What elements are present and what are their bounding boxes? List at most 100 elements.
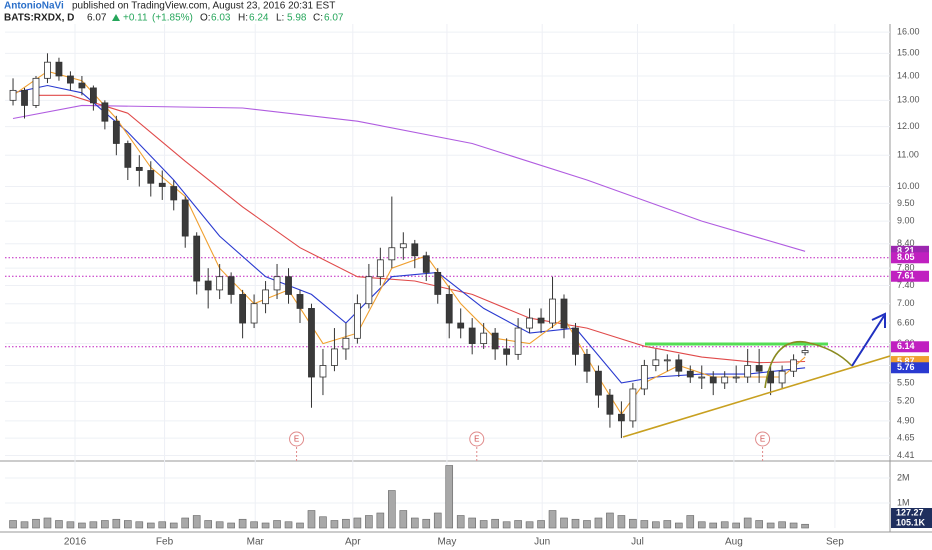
candle-body: [457, 322, 465, 329]
candle: [353, 294, 361, 344]
volume-tick-label: 1M: [897, 497, 910, 507]
candle-body: [353, 303, 361, 339]
candle-body: [250, 303, 258, 324]
candle: [503, 338, 511, 366]
volume-bar: [181, 517, 190, 529]
volume-bar: [537, 520, 545, 529]
x-tick-label: Jul: [631, 537, 644, 548]
candle: [193, 232, 201, 295]
candle: [112, 115, 120, 156]
change: +0.11: [123, 13, 148, 24]
candle-body: [78, 82, 86, 89]
candle-body: [216, 276, 224, 291]
candle-body: [411, 243, 419, 257]
candle: [514, 318, 522, 360]
candle: [158, 170, 166, 200]
candle: [606, 388, 614, 428]
candle-body: [227, 276, 235, 295]
candle: [262, 281, 269, 314]
candle-body: [9, 89, 17, 101]
candle: [480, 323, 488, 349]
volume-bar: [330, 520, 339, 529]
volume-tag: [891, 508, 932, 518]
volume-bar: [433, 512, 442, 529]
candle: [376, 247, 384, 286]
ohlc-value: 6.07: [324, 13, 344, 24]
candle-body: [618, 413, 625, 422]
price-tag: [891, 245, 929, 257]
volume-bar: [365, 515, 373, 529]
candle: [434, 268, 442, 304]
candle: [595, 365, 602, 408]
candle-body: [262, 289, 269, 305]
volume-bar: [32, 518, 40, 529]
volume-bar: [514, 520, 522, 529]
price-tag: [891, 362, 929, 374]
volume-bar: [456, 515, 465, 529]
volume-bar: [468, 517, 476, 529]
candle: [732, 365, 740, 383]
candle-body: [193, 235, 201, 282]
candle-body: [503, 348, 511, 355]
volume-bar: [261, 522, 270, 529]
x-tick-label: 2016: [64, 537, 87, 548]
candle-body: [652, 359, 660, 366]
volume-bar: [273, 520, 281, 529]
candle-body: [89, 87, 97, 104]
candle-body: [709, 376, 717, 384]
candle-body: [273, 276, 281, 291]
ohlc-prefix: C:: [313, 13, 323, 24]
projection-arc: [764, 340, 853, 389]
candle-body: [158, 182, 166, 187]
volume-bar: [778, 521, 786, 529]
candle: [629, 382, 637, 428]
y-tick-label: 5.20: [897, 396, 915, 406]
candle: [170, 180, 178, 211]
y-tick-label: 11.00: [897, 150, 919, 160]
volume-bar: [284, 521, 293, 529]
volume-bar: [732, 522, 740, 529]
volume-bar: [583, 520, 591, 529]
volume-bar: [66, 521, 75, 529]
volume-bar: [548, 510, 557, 529]
candle: [686, 365, 694, 383]
candle: [67, 71, 74, 91]
volume-bar: [525, 521, 534, 529]
y-tick-label: 7.40: [897, 280, 915, 290]
volume-bar: [204, 520, 212, 529]
header: AntonioNaVi published on TradingView.com…: [4, 1, 335, 24]
volume-bar: [801, 523, 809, 529]
price-tag: [891, 341, 929, 353]
candle-body: [537, 317, 545, 324]
volume-bar: [342, 518, 350, 529]
x-tick-label: Apr: [345, 537, 361, 548]
volume-bar: [55, 520, 63, 529]
candle: [778, 365, 786, 389]
author[interactable]: AntonioNaVi: [4, 1, 64, 12]
candle: [583, 348, 591, 383]
candle: [721, 371, 729, 389]
candle: [89, 85, 97, 111]
volume-bar: [686, 515, 695, 529]
y-tick-label: 14.00: [897, 70, 920, 80]
ohlc-value: 6.03: [211, 13, 231, 24]
candle: [663, 354, 671, 372]
volume-bar: [697, 521, 706, 529]
candle: [537, 308, 545, 334]
up-arrow-icon: [112, 14, 120, 21]
y-tick-label: 9.00: [897, 216, 915, 226]
volume-bar: [743, 517, 752, 529]
candle-body: [124, 143, 132, 168]
candle: [572, 323, 579, 366]
candle: [21, 87, 28, 119]
candle: [204, 268, 212, 309]
candle-body: [239, 294, 247, 324]
y-tick-label: 4.41: [897, 450, 915, 460]
candle-body: [308, 308, 315, 378]
price-tag-label: 8.05: [897, 252, 915, 262]
candle: [618, 401, 625, 439]
volume-bar: [238, 518, 247, 529]
moving-average-line: [12, 104, 806, 252]
candle-body: [204, 280, 212, 291]
